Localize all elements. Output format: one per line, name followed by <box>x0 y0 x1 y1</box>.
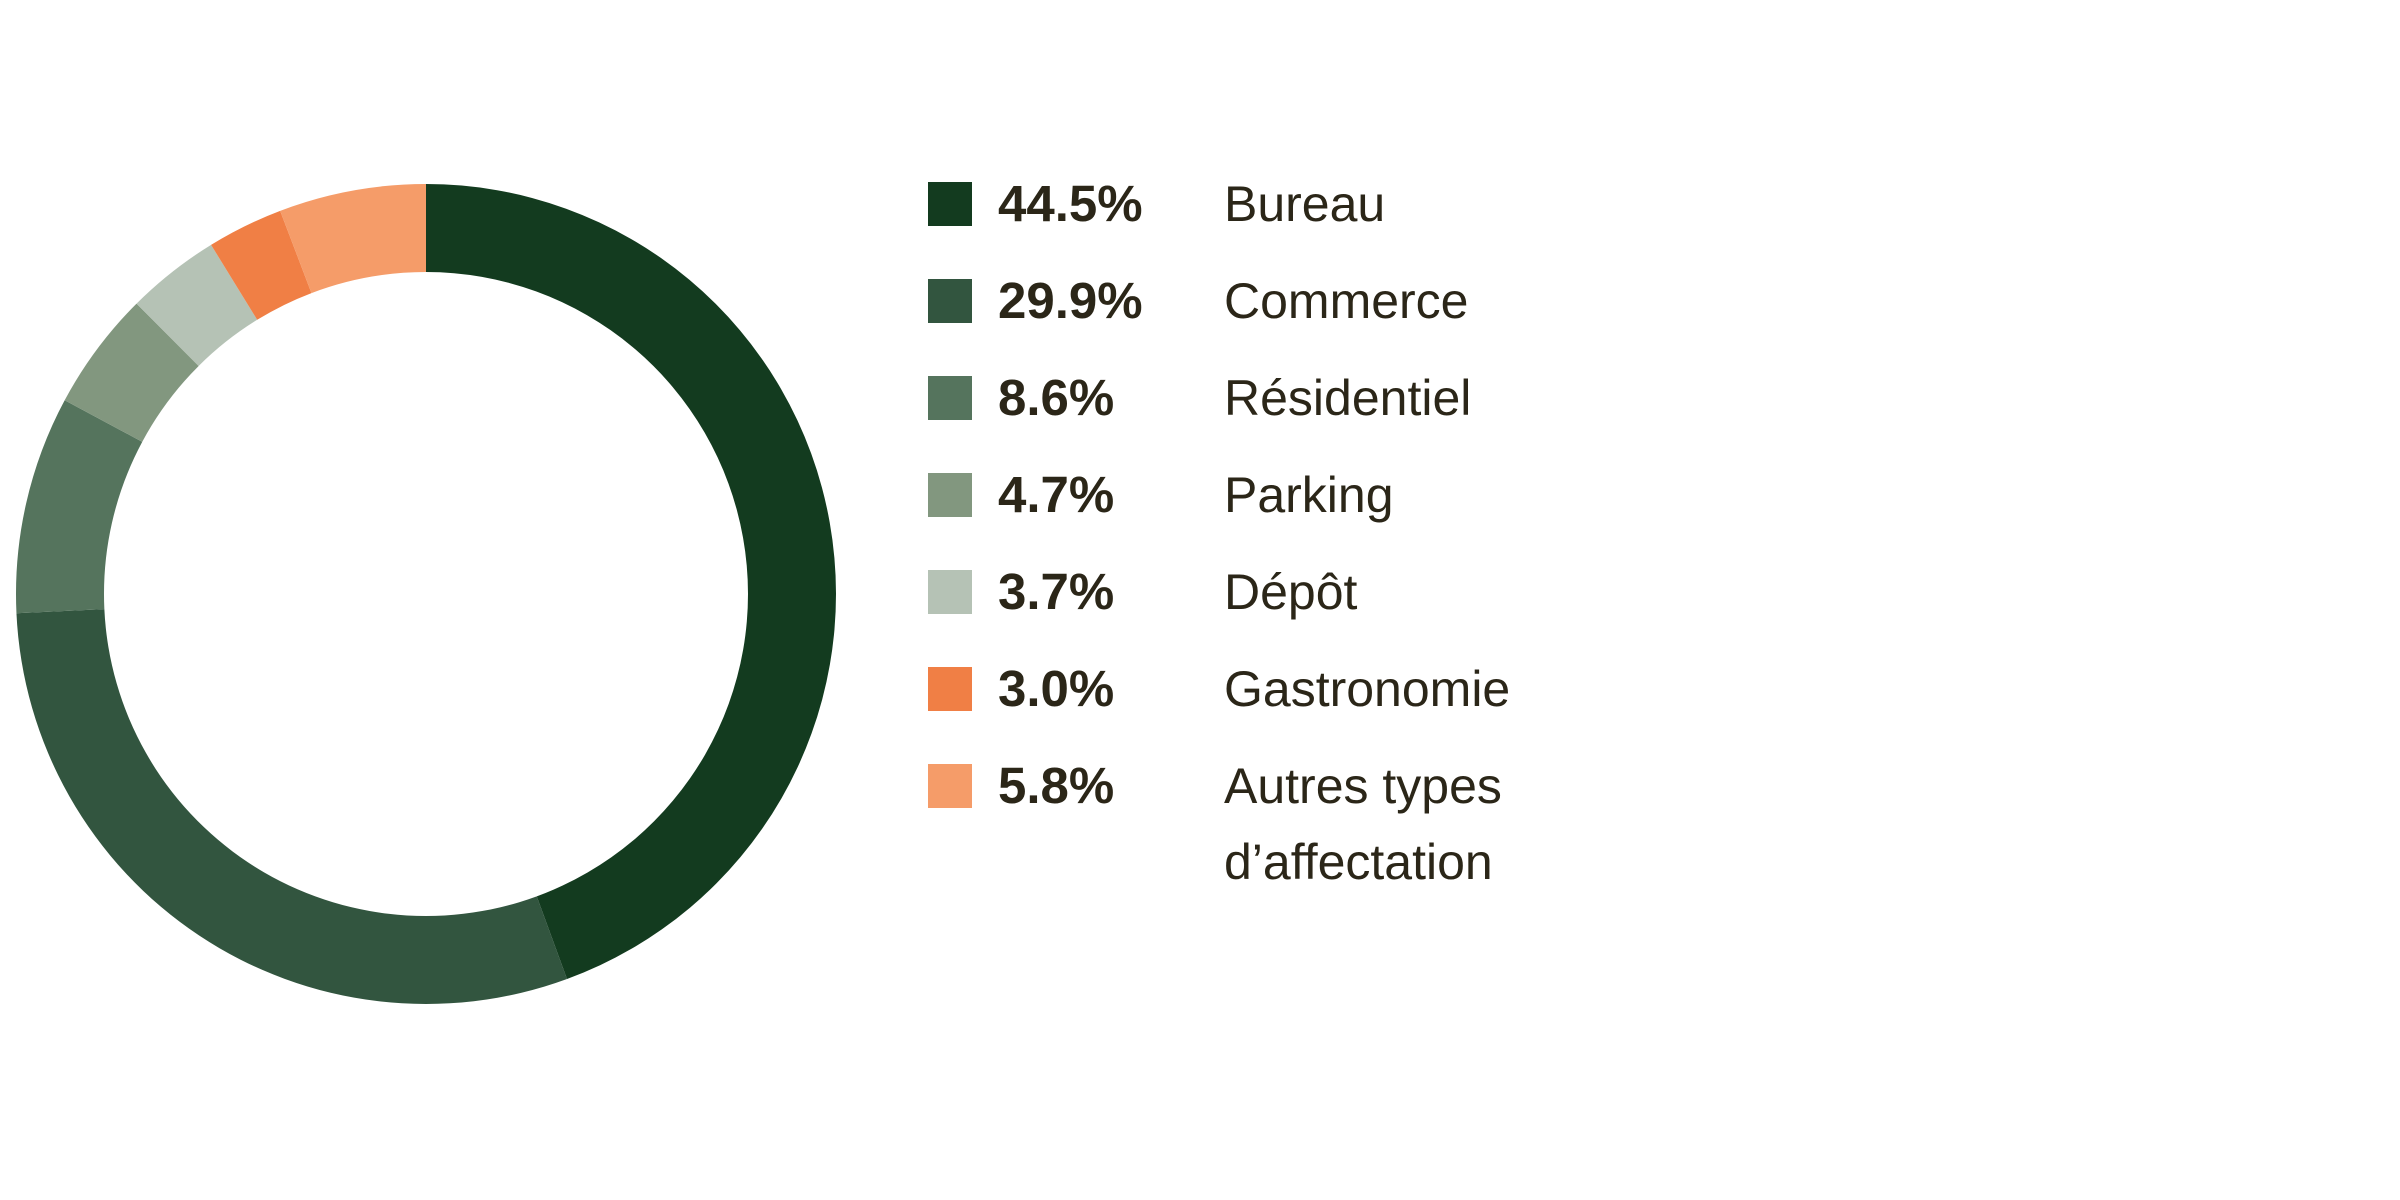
legend-percentage: 3.0% <box>998 660 1115 717</box>
legend-swatch <box>928 279 972 323</box>
legend-swatch <box>928 182 972 226</box>
legend-label: Dépôt <box>1224 564 1358 620</box>
legend-percentage: 4.7% <box>998 466 1115 523</box>
legend-swatch <box>928 667 972 711</box>
legend-percentage: 5.8% <box>998 757 1115 814</box>
legend-swatch <box>928 764 972 808</box>
legend-swatch <box>928 376 972 420</box>
legend-swatch <box>928 473 972 517</box>
donut-slice-0 <box>426 184 836 979</box>
legend-percentage: 29.9% <box>998 272 1143 329</box>
legend-label: Autres types d’affectation <box>1224 758 1502 890</box>
donut-chart <box>15 184 836 1004</box>
legend-label: Bureau <box>1224 176 1386 232</box>
donut-slice-3 <box>64 303 199 442</box>
legend-percentage: 8.6% <box>998 369 1115 426</box>
legend-label: Parking <box>1224 467 1394 523</box>
donut-slice-6 <box>280 184 426 294</box>
legend-label: Commerce <box>1224 273 1469 329</box>
donut-slice-2 <box>15 400 143 614</box>
donut-slice-1 <box>16 609 568 1004</box>
legend-label: Résidentiel <box>1224 370 1472 426</box>
legend-percentage: 44.5% <box>998 175 1143 232</box>
legend-percentage: 3.7% <box>998 563 1115 620</box>
legend-swatch <box>928 570 972 614</box>
donut-slice-5 <box>211 210 312 320</box>
donut-slice-4 <box>136 244 258 366</box>
legend-label: Gastronomie <box>1224 661 1511 717</box>
